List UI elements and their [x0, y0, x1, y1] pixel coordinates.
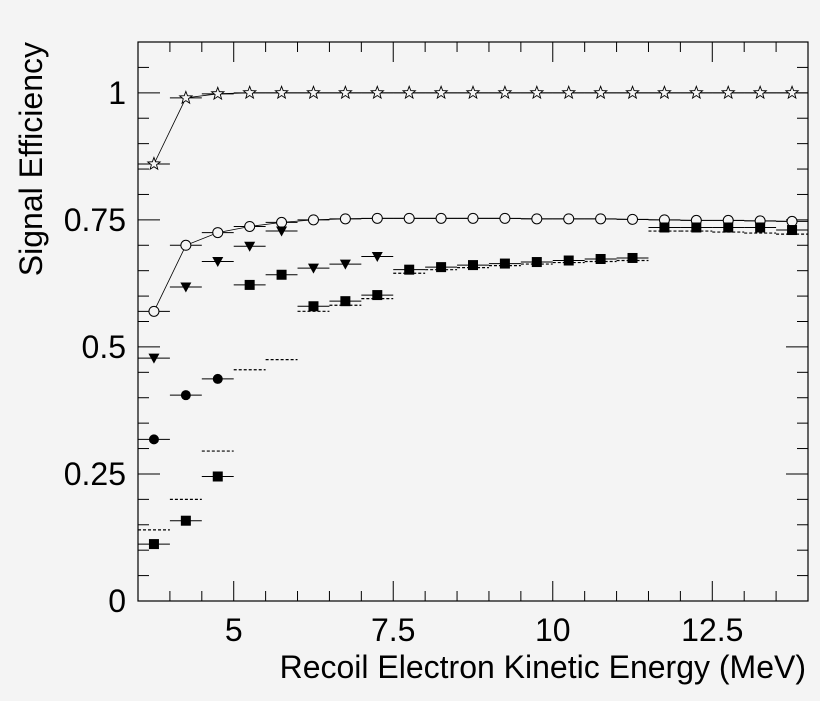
- filled-square-marker: [787, 225, 798, 236]
- x-axis-label: Recoil Electron Kinetic Energy (MeV): [280, 649, 806, 685]
- filled-square-marker: [723, 222, 734, 233]
- filled-square-marker: [372, 290, 383, 301]
- open-star-marker: [242, 85, 258, 100]
- open-circle-marker: [180, 239, 192, 251]
- y-tick-label: 1: [108, 75, 126, 111]
- open-star-marker: [210, 86, 226, 101]
- filled-triangle-marker: [276, 226, 288, 237]
- open-star-marker: [688, 85, 704, 100]
- filled-triangle-marker: [244, 241, 256, 252]
- open-circle-marker: [212, 227, 224, 239]
- open-circle-marker: [627, 213, 639, 225]
- open-circle-marker: [371, 212, 383, 224]
- open-star-marker: [178, 90, 194, 105]
- open-circle-marker: [276, 216, 288, 228]
- y-tick-label: 0.25: [64, 456, 126, 492]
- open-circle-marker: [435, 212, 447, 224]
- open-star-marker: [784, 85, 800, 100]
- open-star-marker: [433, 85, 449, 100]
- filled-circle-marker: [148, 434, 159, 445]
- tick-labels: 0 0.25 0.5 0.75 1 5 7.5 10 12.5: [64, 75, 744, 648]
- filled-triangle-marker: [212, 257, 224, 268]
- open-circle-marker: [148, 305, 160, 317]
- open-star-marker: [720, 85, 736, 100]
- open-star-marker: [401, 85, 417, 100]
- open-circle-marker: [467, 212, 479, 224]
- filled-square-marker: [627, 252, 638, 263]
- open-star-marker: [306, 85, 321, 100]
- open-circle-marker: [339, 213, 351, 225]
- open-star-marker: [369, 85, 385, 100]
- axis-ticks: [137, 41, 809, 602]
- open-star-marker: [274, 85, 289, 100]
- open-star-marker: [561, 85, 577, 100]
- filled-square-marker: [499, 258, 510, 269]
- filled-triangle-marker: [339, 259, 351, 270]
- filled-square-marker: [180, 515, 191, 526]
- open-star-marker: [497, 85, 513, 100]
- filled-circle-marker: [212, 373, 223, 384]
- x-tick-label: 5: [225, 612, 243, 648]
- filled-triangle-marker: [180, 282, 192, 293]
- filled-square-marker: [404, 264, 415, 275]
- open-circle-marker: [595, 213, 607, 225]
- filled-square-marker: [595, 253, 606, 264]
- filled-square-marker: [531, 257, 542, 268]
- open-star-marker: [465, 85, 481, 100]
- series-curve: [153, 92, 792, 165]
- filled-triangle-marker: [148, 353, 160, 364]
- y-tick-label: 0.5: [82, 329, 126, 365]
- open-star-marker: [625, 85, 640, 100]
- filled-square-marker: [563, 255, 574, 266]
- open-star-marker: [752, 85, 768, 100]
- x-tick-label: 12.5: [681, 612, 743, 648]
- filled-triangle-marker: [371, 251, 383, 262]
- open-circle-marker: [786, 215, 798, 227]
- y-axis-label: Signal Efficiency: [13, 42, 49, 276]
- data-layer: [138, 85, 808, 550]
- filled-square-marker: [276, 269, 287, 280]
- x-tick-label: 10: [535, 612, 571, 648]
- open-circle-marker: [531, 213, 543, 225]
- open-star-marker: [593, 85, 609, 100]
- filled-circle-marker: [180, 390, 191, 401]
- filled-square-marker: [244, 279, 255, 290]
- y-tick-label: 0: [108, 583, 126, 619]
- filled-square-marker: [691, 222, 702, 233]
- filled-square-marker: [340, 296, 351, 307]
- x-tick-label: 7.5: [371, 612, 415, 648]
- open-circle-marker: [307, 214, 319, 226]
- y-tick-label: 0.75: [64, 202, 126, 238]
- open-circle-marker: [403, 212, 415, 224]
- filled-square-marker: [308, 301, 319, 312]
- filled-square-marker: [755, 222, 766, 233]
- open-star-marker: [529, 85, 545, 100]
- filled-square-marker: [212, 471, 223, 482]
- filled-square-marker: [659, 222, 670, 233]
- filled-square-marker: [148, 539, 159, 550]
- open-circle-marker: [563, 213, 575, 225]
- filled-square-marker: [468, 260, 478, 271]
- open-circle-marker: [244, 220, 256, 232]
- filled-square-marker: [436, 262, 447, 273]
- plot-frame: [137, 41, 809, 602]
- open-star-marker: [146, 156, 162, 171]
- filled-triangle-marker: [307, 263, 319, 274]
- open-circle-marker: [499, 212, 511, 224]
- open-star-marker: [657, 85, 672, 100]
- open-star-marker: [337, 85, 353, 100]
